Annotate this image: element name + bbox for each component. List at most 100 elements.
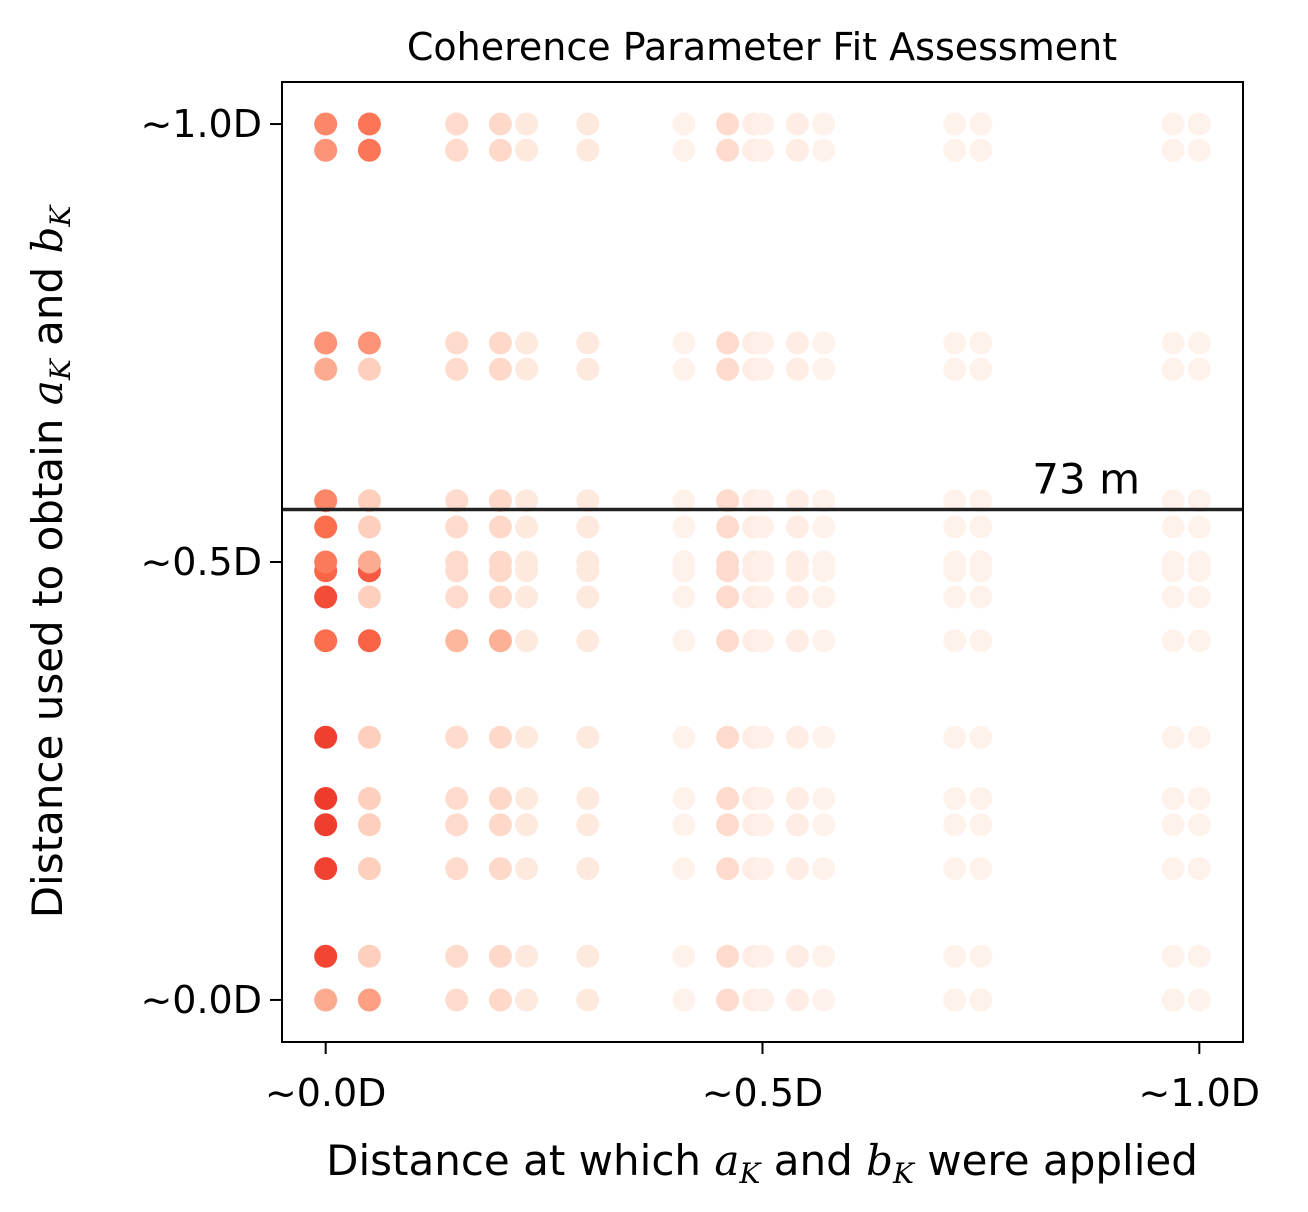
x-tick-label: ~1.0D: [1139, 1071, 1261, 1115]
data-point: [488, 138, 512, 162]
data-point: [445, 489, 469, 513]
data-point: [1161, 515, 1185, 539]
data-point: [969, 515, 993, 539]
data-point: [751, 944, 774, 968]
data-point: [716, 331, 740, 355]
data-point: [488, 331, 512, 355]
data-point: [812, 585, 836, 609]
data-point: [943, 331, 967, 355]
data-point: [785, 331, 809, 355]
data-point: [1187, 585, 1211, 609]
data-point: [1187, 725, 1211, 749]
data-point: [576, 585, 600, 609]
data-point: [576, 112, 600, 136]
data-point: [751, 138, 774, 162]
data-point: [672, 944, 696, 968]
y-tick-label: ~1.0D: [140, 102, 262, 146]
data-point: [576, 944, 600, 968]
data-point: [1187, 857, 1211, 881]
data-point: [943, 357, 967, 381]
data-point: [943, 112, 967, 136]
data-point: [488, 787, 512, 810]
data-point: [576, 857, 600, 881]
data-point: [1187, 112, 1211, 136]
data-point: [751, 813, 774, 837]
data-point: [969, 787, 993, 810]
data-point: [357, 138, 381, 162]
data-point: [314, 988, 338, 1012]
data-point: [515, 489, 539, 513]
data-point: [488, 944, 512, 968]
data-points: [314, 112, 1211, 1012]
data-point: [716, 813, 740, 837]
data-point: [515, 585, 539, 609]
data-point: [314, 112, 338, 136]
data-point: [445, 944, 469, 968]
data-point: [515, 725, 539, 749]
data-point: [445, 813, 469, 837]
data-point: [716, 357, 740, 381]
data-point: [1161, 813, 1185, 837]
data-point: [488, 489, 512, 513]
data-point: [488, 857, 512, 881]
data-point: [488, 112, 512, 136]
data-point: [751, 725, 774, 749]
data-point: [751, 550, 774, 574]
data-point: [445, 515, 469, 539]
data-point: [314, 515, 338, 539]
data-point: [314, 331, 338, 355]
data-point: [812, 857, 836, 881]
data-point: [716, 944, 740, 968]
data-point: [1161, 112, 1185, 136]
data-point: [1161, 489, 1185, 513]
data-point: [785, 112, 809, 136]
data-point: [785, 357, 809, 381]
data-point: [1161, 787, 1185, 810]
data-point: [357, 857, 381, 881]
data-point: [576, 138, 600, 162]
data-point: [357, 629, 381, 653]
data-point: [314, 944, 338, 968]
data-point: [445, 357, 469, 381]
data-point: [1187, 944, 1211, 968]
data-point: [812, 331, 836, 355]
data-point: [357, 813, 381, 837]
x-tick-label: ~0.0D: [265, 1071, 387, 1115]
data-point: [716, 857, 740, 881]
data-point: [357, 331, 381, 355]
data-point: [488, 629, 512, 653]
data-point: [785, 585, 809, 609]
data-point: [943, 138, 967, 162]
data-point: [716, 515, 740, 539]
data-point: [672, 112, 696, 136]
data-point: [751, 515, 774, 539]
data-point: [1161, 629, 1185, 653]
data-point: [515, 331, 539, 355]
y-tick-label: ~0.5D: [140, 540, 262, 584]
data-point: [672, 331, 696, 355]
data-point: [785, 629, 809, 653]
data-point: [785, 813, 809, 837]
data-point: [515, 988, 539, 1012]
data-point: [812, 725, 836, 749]
data-point: [943, 857, 967, 881]
data-point: [716, 787, 740, 810]
data-point: [576, 988, 600, 1012]
chart-title: Coherence Parameter Fit Assessment: [407, 25, 1117, 69]
data-point: [1161, 725, 1185, 749]
data-point: [357, 357, 381, 381]
data-point: [969, 550, 993, 574]
data-point: [1187, 813, 1211, 837]
data-point: [445, 857, 469, 881]
data-point: [515, 357, 539, 381]
data-point: [751, 629, 774, 653]
data-point: [576, 787, 600, 810]
data-point: [812, 787, 836, 810]
data-point: [969, 813, 993, 837]
data-point: [716, 585, 740, 609]
data-point: [943, 787, 967, 810]
data-point: [1161, 857, 1185, 881]
data-point: [1161, 988, 1185, 1012]
data-point: [751, 857, 774, 881]
data-point: [672, 787, 696, 810]
